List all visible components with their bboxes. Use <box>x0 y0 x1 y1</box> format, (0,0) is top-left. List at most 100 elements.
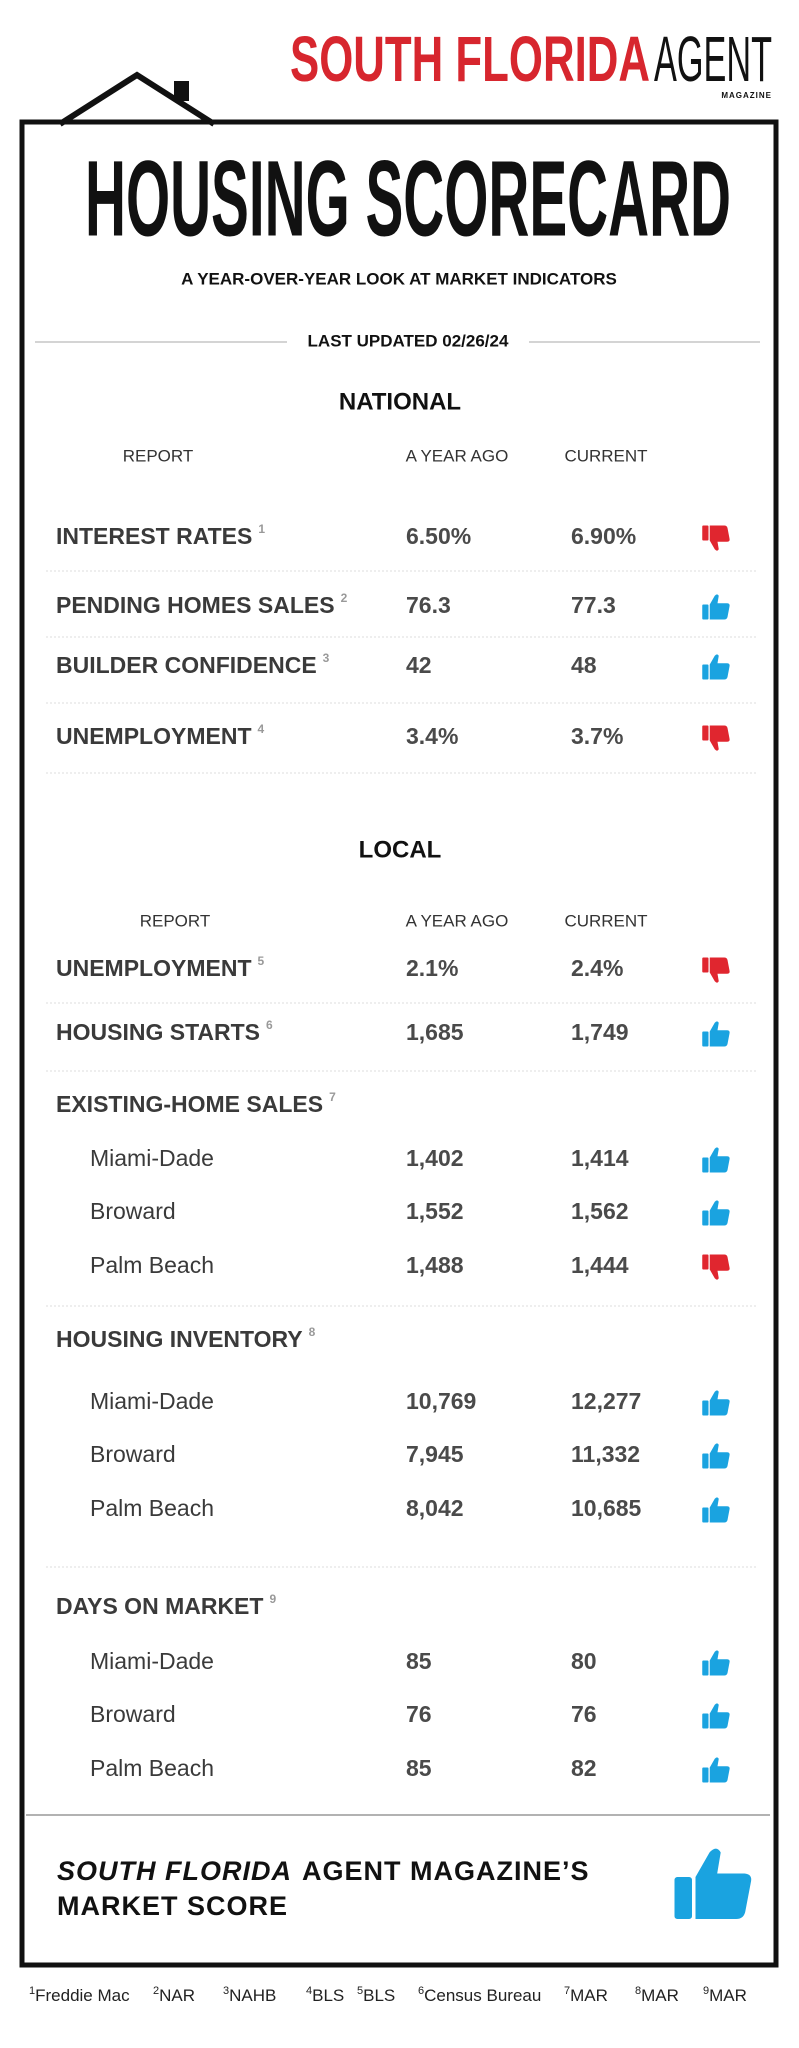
thumbs-up <box>702 1443 730 1469</box>
thumbs-up <box>702 1757 730 1783</box>
year-ago: 42 <box>406 652 432 678</box>
current: 3.7% <box>571 723 623 749</box>
current: 48 <box>571 652 597 678</box>
footnote-number: 4 <box>306 1985 312 1997</box>
footnote-source: NAR <box>159 1986 195 2005</box>
thumbs-up <box>702 1703 730 1729</box>
label-text: INTEREST RATES <box>56 523 252 549</box>
year-ago: 8,042 <box>406 1495 464 1521</box>
column-header: A YEAR AGO <box>406 446 509 465</box>
brand-italic: SOUTH FLORIDA <box>57 1856 292 1886</box>
thumbs-up <box>702 1650 730 1676</box>
footnote-ref: 3 <box>323 651 330 665</box>
label-text: HOUSING INVENTORY <box>56 1326 303 1352</box>
thumbs-up <box>702 1390 730 1416</box>
footnote-source: BLS <box>363 1986 395 2005</box>
row-label: Palm Beach <box>90 1495 214 1521</box>
footnote: 7MAR <box>564 1985 608 2006</box>
footnote-source: MAR <box>641 1986 679 2005</box>
thumbs-down <box>702 1254 730 1280</box>
current: 1,444 <box>571 1252 629 1278</box>
year-ago: 10,769 <box>406 1388 476 1414</box>
footnote-number: 9 <box>703 1985 709 1997</box>
thumbs-down <box>702 725 730 751</box>
current: 11,332 <box>571 1441 640 1467</box>
current: 1,414 <box>571 1145 629 1171</box>
current: 1,749 <box>571 1019 629 1045</box>
section-title: LOCAL <box>359 836 442 863</box>
row-label: Palm Beach <box>90 1755 214 1781</box>
footnote-ref: 4 <box>258 722 265 736</box>
label-text: EXISTING-HOME SALES <box>56 1091 323 1117</box>
thumbs-down <box>702 957 730 983</box>
footnote: 8MAR <box>635 1985 679 2006</box>
footnote-source: Freddie Mac <box>35 1986 130 2005</box>
last-updated: LAST UPDATED 02/26/24 <box>308 331 509 350</box>
row-label: Palm Beach <box>90 1252 214 1278</box>
market-score-text: AGENT MAGAZINE’S <box>302 1856 590 1886</box>
footnote-ref: 1 <box>258 522 265 536</box>
row-label: Broward <box>90 1441 176 1467</box>
footnote-number: 5 <box>357 1985 363 1997</box>
footnote: 2NAR <box>153 1985 195 2006</box>
footnote: 1Freddie Mac <box>29 1985 130 2006</box>
column-header: CURRENT <box>564 446 647 465</box>
footnote-ref: 7 <box>329 1090 336 1104</box>
row-label: Broward <box>90 1701 176 1727</box>
footnote-source: NAHB <box>229 1986 276 2005</box>
current: 77.3 <box>571 592 616 618</box>
footnote-source: MAR <box>709 1986 747 2005</box>
footnote: 3NAHB <box>223 1985 276 2006</box>
row-label: BUILDER CONFIDENCE 3 <box>56 651 330 678</box>
year-ago: 1,402 <box>406 1145 464 1171</box>
year-ago: 7,945 <box>406 1441 464 1467</box>
row-label: Miami-Dade <box>90 1388 214 1414</box>
footnote-ref: 2 <box>341 591 348 605</box>
footnote-number: 1 <box>29 1985 35 1997</box>
brand-tagline: MAGAZINE <box>721 91 772 100</box>
label-text: PENDING HOMES SALES <box>56 592 335 618</box>
footnote-number: 2 <box>153 1985 159 1997</box>
footnote-source: MAR <box>570 1986 608 2005</box>
year-ago: 6.50% <box>406 523 471 549</box>
current: 10,685 <box>571 1495 642 1521</box>
row-label: HOUSING STARTS 6 <box>56 1018 273 1045</box>
footnote-ref: 6 <box>266 1018 273 1032</box>
footnote-source: Census Bureau <box>424 1986 541 2005</box>
year-ago: 1,552 <box>406 1198 464 1224</box>
thumbs-up <box>674 1848 752 1919</box>
column-header: A YEAR AGO <box>406 911 509 930</box>
footnote-source: BLS <box>312 1986 344 2005</box>
row-label: INTEREST RATES 1 <box>56 522 265 549</box>
year-ago: 1,685 <box>406 1019 464 1045</box>
year-ago: 85 <box>406 1755 432 1781</box>
row-label: HOUSING INVENTORY 8 <box>56 1325 316 1352</box>
row-label: DAYS ON MARKET 9 <box>56 1592 276 1619</box>
title: HOUSING SCORECARD <box>85 138 731 259</box>
current: 2.4% <box>571 955 623 981</box>
footnote-ref: 9 <box>269 1592 276 1606</box>
column-header: REPORT <box>123 446 194 465</box>
current: 12,277 <box>571 1388 641 1414</box>
column-header: CURRENT <box>564 911 647 930</box>
row-label: UNEMPLOYMENT 5 <box>56 954 265 981</box>
label-text: UNEMPLOYMENT <box>56 955 252 981</box>
row-label: PENDING HOMES SALES 2 <box>56 591 348 618</box>
footnote-ref: 5 <box>258 954 265 968</box>
chimney <box>174 81 189 101</box>
footnote: 6Census Bureau <box>418 1985 541 2006</box>
current: 80 <box>571 1648 597 1674</box>
roof <box>58 71 216 127</box>
thumbs-up <box>702 594 730 620</box>
label-text: UNEMPLOYMENT <box>56 723 252 749</box>
year-ago: 2.1% <box>406 955 458 981</box>
footnote: 9MAR <box>703 1985 747 2006</box>
footnote: 5BLS <box>357 1985 395 2006</box>
current: 6.90% <box>571 523 636 549</box>
label-text: HOUSING STARTS <box>56 1019 260 1045</box>
thumbs-down <box>702 525 730 551</box>
column-header: REPORT <box>140 911 211 930</box>
footnote-number: 7 <box>564 1985 570 1997</box>
